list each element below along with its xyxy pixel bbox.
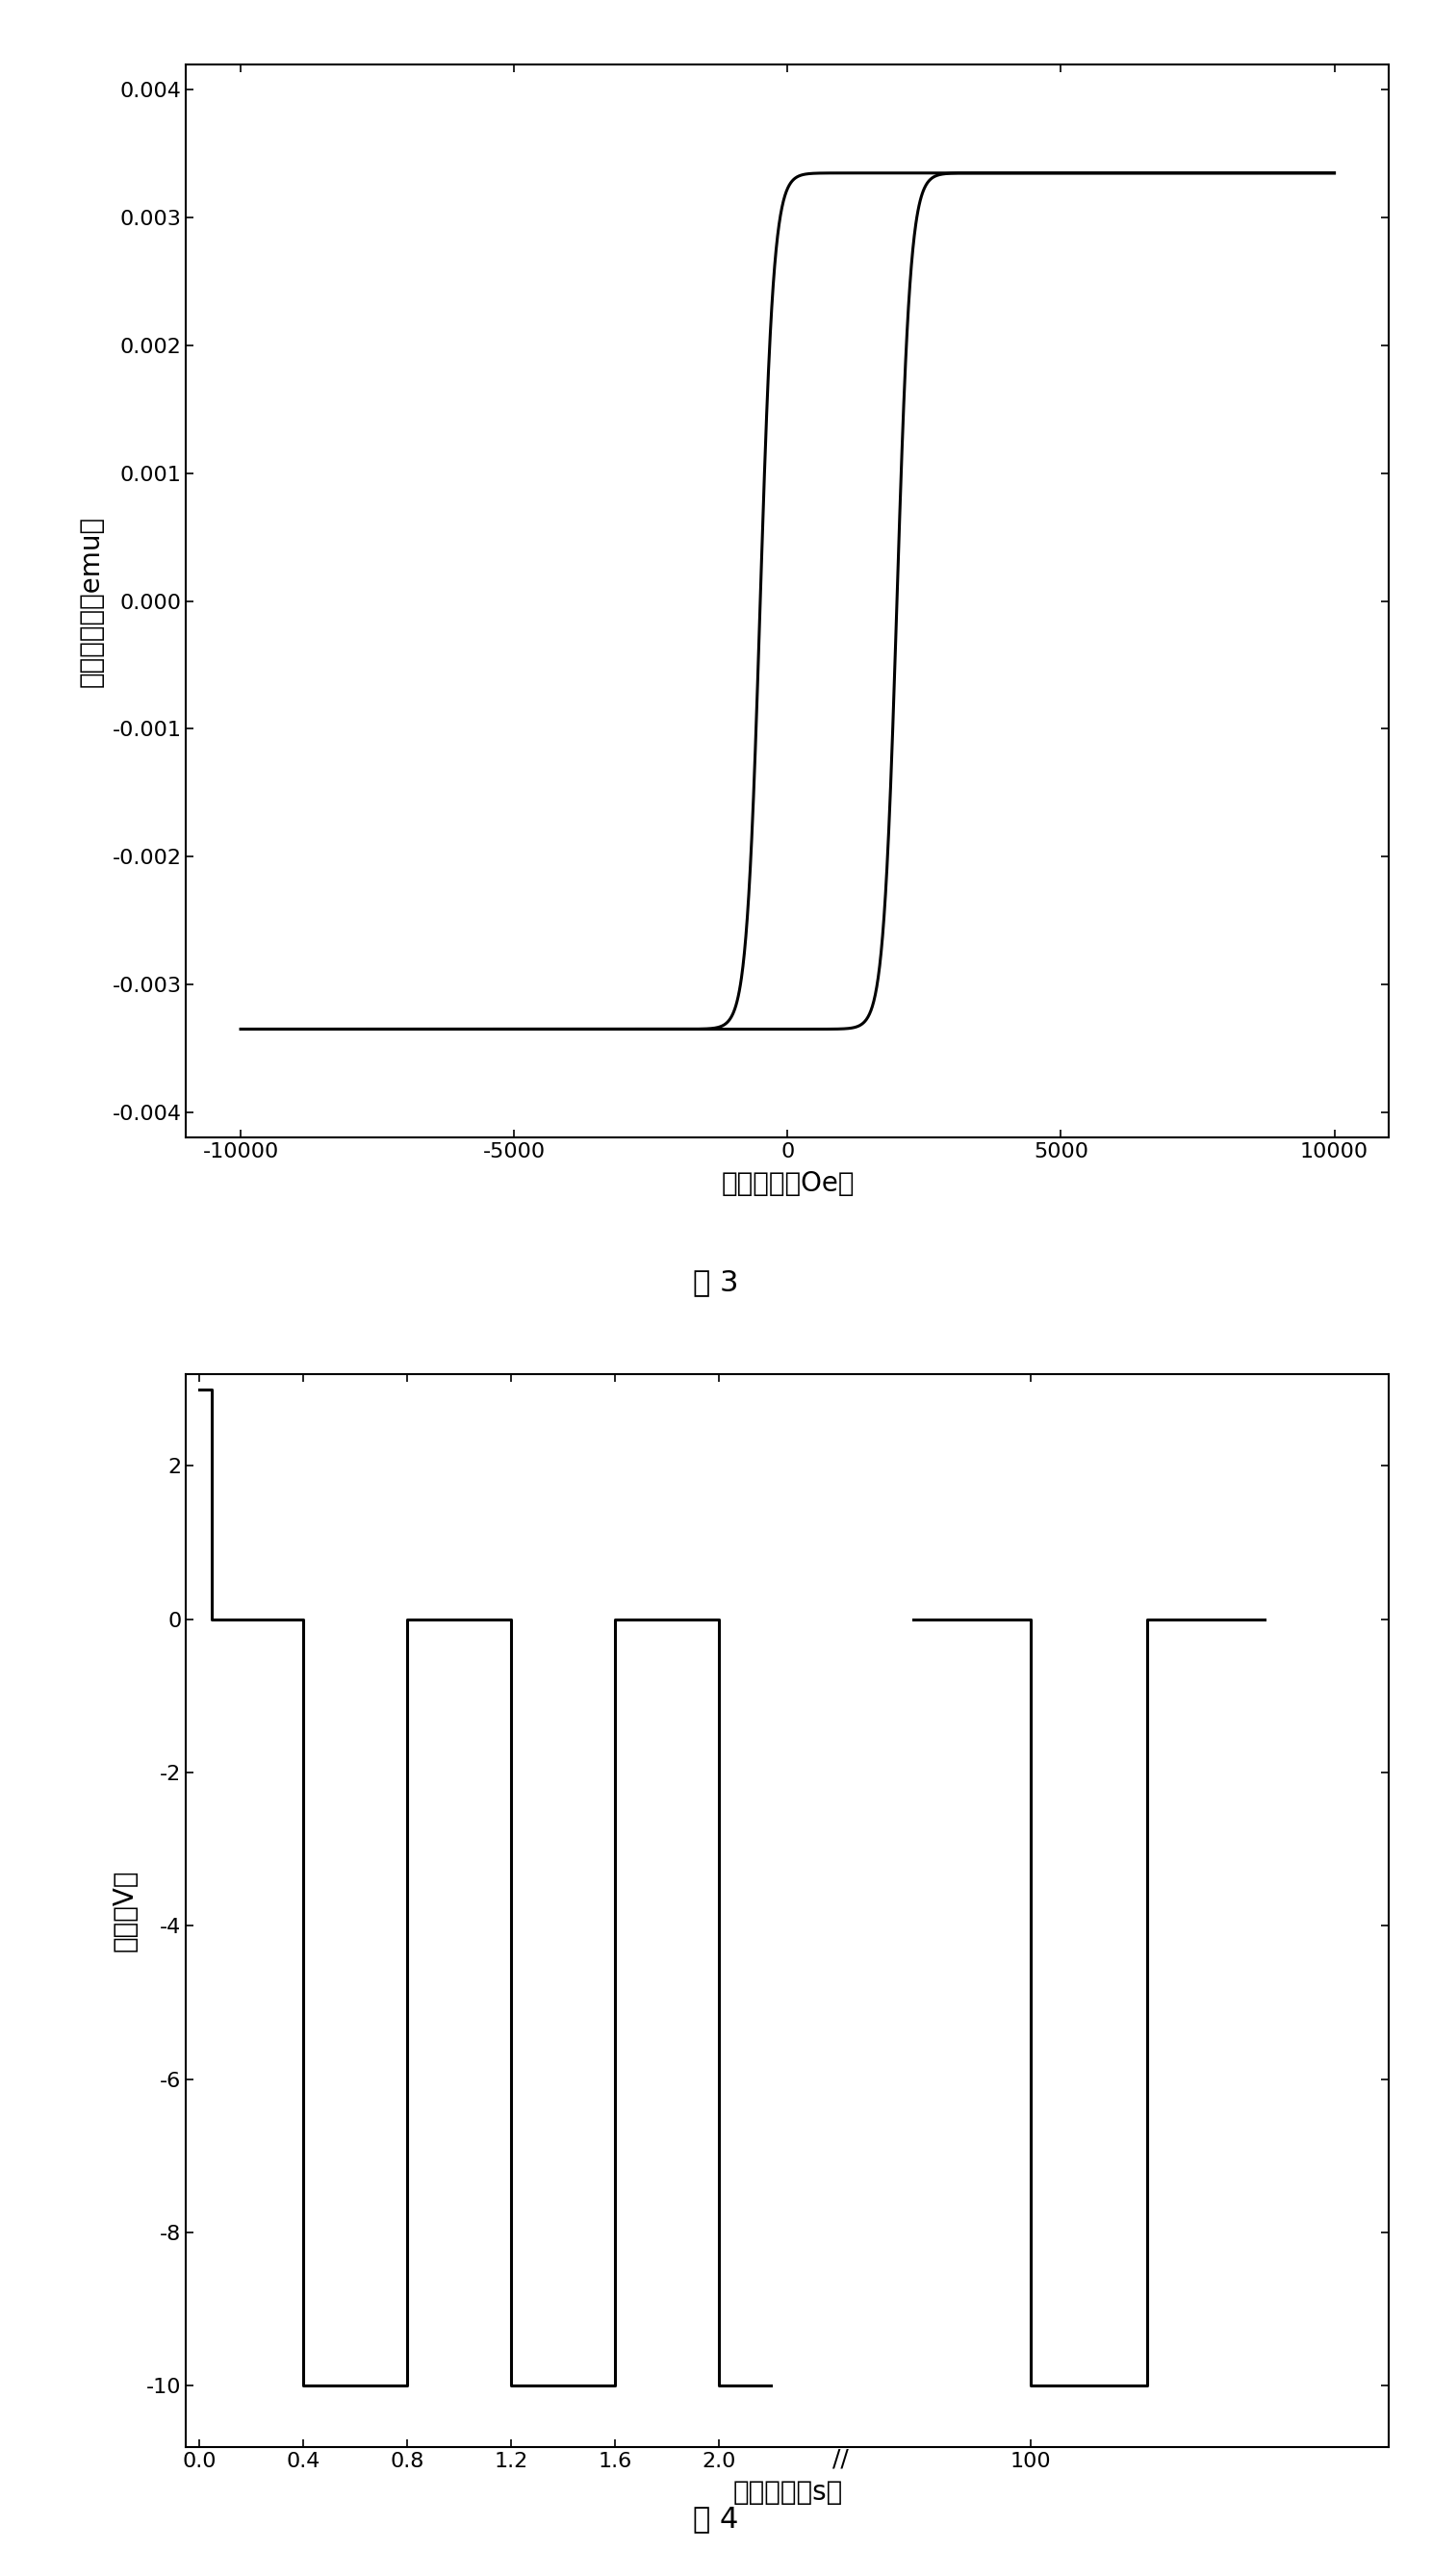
- Y-axis label: 磁感应强度（emu）: 磁感应强度（emu）: [77, 515, 105, 688]
- Text: 图 4: 图 4: [693, 2506, 739, 2532]
- X-axis label: 磁场强度（Oe）: 磁场强度（Oe）: [720, 1170, 855, 1198]
- Text: 图 3: 图 3: [693, 1270, 739, 1296]
- Y-axis label: 电压（V）: 电压（V）: [112, 1870, 139, 1953]
- Text: //: //: [833, 2447, 849, 2470]
- X-axis label: 沉积时间（s）: 沉积时间（s）: [733, 2478, 842, 2506]
